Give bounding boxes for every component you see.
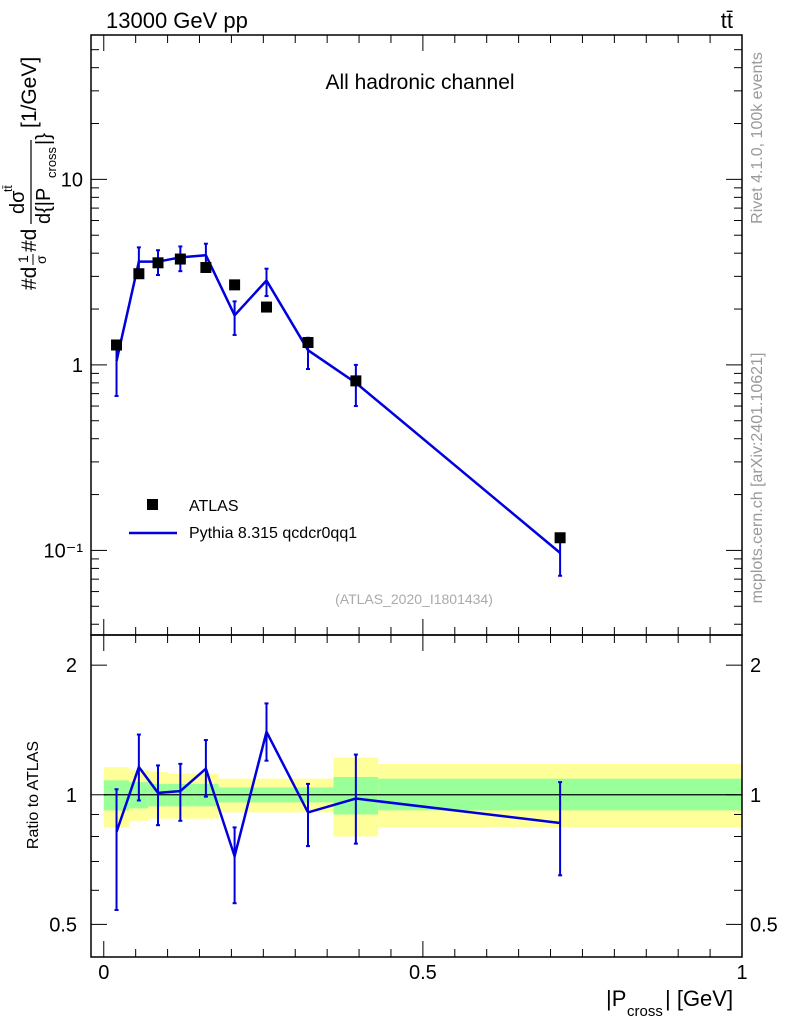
legend-label-pythia: Pythia 8.315 qcdcr0qq1 — [189, 525, 357, 542]
atlas-marker — [111, 339, 123, 351]
svg-text:1: 1 — [15, 255, 31, 263]
x-tick-label: 0.5 — [409, 962, 437, 984]
x-tick-label: 1 — [736, 962, 747, 984]
x-tick-label: 0 — [98, 962, 109, 984]
svg-text:#d: #d — [18, 267, 41, 290]
legend-label-atlas: ATLAS — [189, 498, 239, 515]
rivet-label: Rivet 4.1.0, 100k events — [749, 52, 766, 224]
svg-text:cross: cross — [44, 146, 59, 178]
svg-text:[1/GeV]: [1/GeV] — [18, 57, 41, 128]
ratio-y-tick-label: 2 — [66, 655, 77, 677]
atlas-marker — [554, 532, 566, 544]
analysis-label: (ATLAS_2020_I1801434) — [335, 591, 493, 607]
svg-text:|P: |P — [606, 986, 626, 1011]
y-tick-label: 10 — [61, 169, 83, 191]
atlas-marker — [152, 257, 164, 269]
svg-text:#d: #d — [18, 229, 41, 252]
y-tick-label: 10⁻¹ — [44, 540, 84, 562]
legend-marker-atlas — [147, 499, 158, 510]
mcplots-label: mcplots.cern.ch [arXiv:2401.10621] — [749, 353, 766, 604]
svg-text:d{|P: d{|P — [33, 188, 55, 224]
atlas-marker — [174, 253, 186, 265]
svg-text:dσ: dσ — [7, 190, 29, 214]
atlas-marker — [133, 268, 145, 280]
ratio-y-tick-label-right: 2 — [750, 655, 761, 677]
legend: ATLAS Pythia 8.315 qcdcr0qq1 — [129, 498, 357, 542]
main-panel: 10⁻¹ 1 10 All hadronic channel (ATLAS_2020… — [1, 34, 743, 636]
main-frame — [90, 34, 743, 636]
ratio-y-tick-label: 0.5 — [49, 914, 77, 936]
ratio-line — [115, 728, 561, 861]
svg-text:cross: cross — [627, 1003, 663, 1020]
atlas-marker — [302, 337, 314, 349]
y-tick-label: 1 — [72, 355, 83, 377]
atlas-marker — [350, 375, 362, 387]
svg-text:| [GeV]: | [GeV] — [665, 986, 733, 1011]
y-axis-label: #d 1 σ #d dσ tt̄ d{|P cross |} [1/GeV] — [1, 57, 59, 290]
pythia-line — [115, 253, 561, 554]
atlas-marker — [229, 279, 241, 291]
atlas-marker — [200, 261, 212, 273]
atlas-marker — [261, 301, 273, 313]
svg-text:σ: σ — [33, 255, 49, 264]
chart-title: All hadronic channel — [325, 71, 514, 94]
svg-text:|}: |} — [33, 133, 55, 145]
ratio-y-tick-label-right: 1 — [750, 785, 761, 807]
ratio-panel: 0.5 0.5 1 1 2 2 0 0.5 1 Ratio to ATLAS — [25, 634, 778, 984]
ratio-y-label: Ratio to ATLAS — [25, 741, 42, 849]
ratio-y-tick-label-right: 0.5 — [750, 914, 778, 936]
energy-label: 13000 GeV pp — [106, 8, 248, 33]
x-axis-label: |P cross | [GeV] — [606, 986, 733, 1020]
ratio-frame — [90, 634, 743, 958]
process-label: tt̄ — [721, 8, 733, 33]
svg-text:tt̄: tt̄ — [1, 185, 15, 192]
ratio-y-tick-label: 1 — [66, 785, 77, 807]
